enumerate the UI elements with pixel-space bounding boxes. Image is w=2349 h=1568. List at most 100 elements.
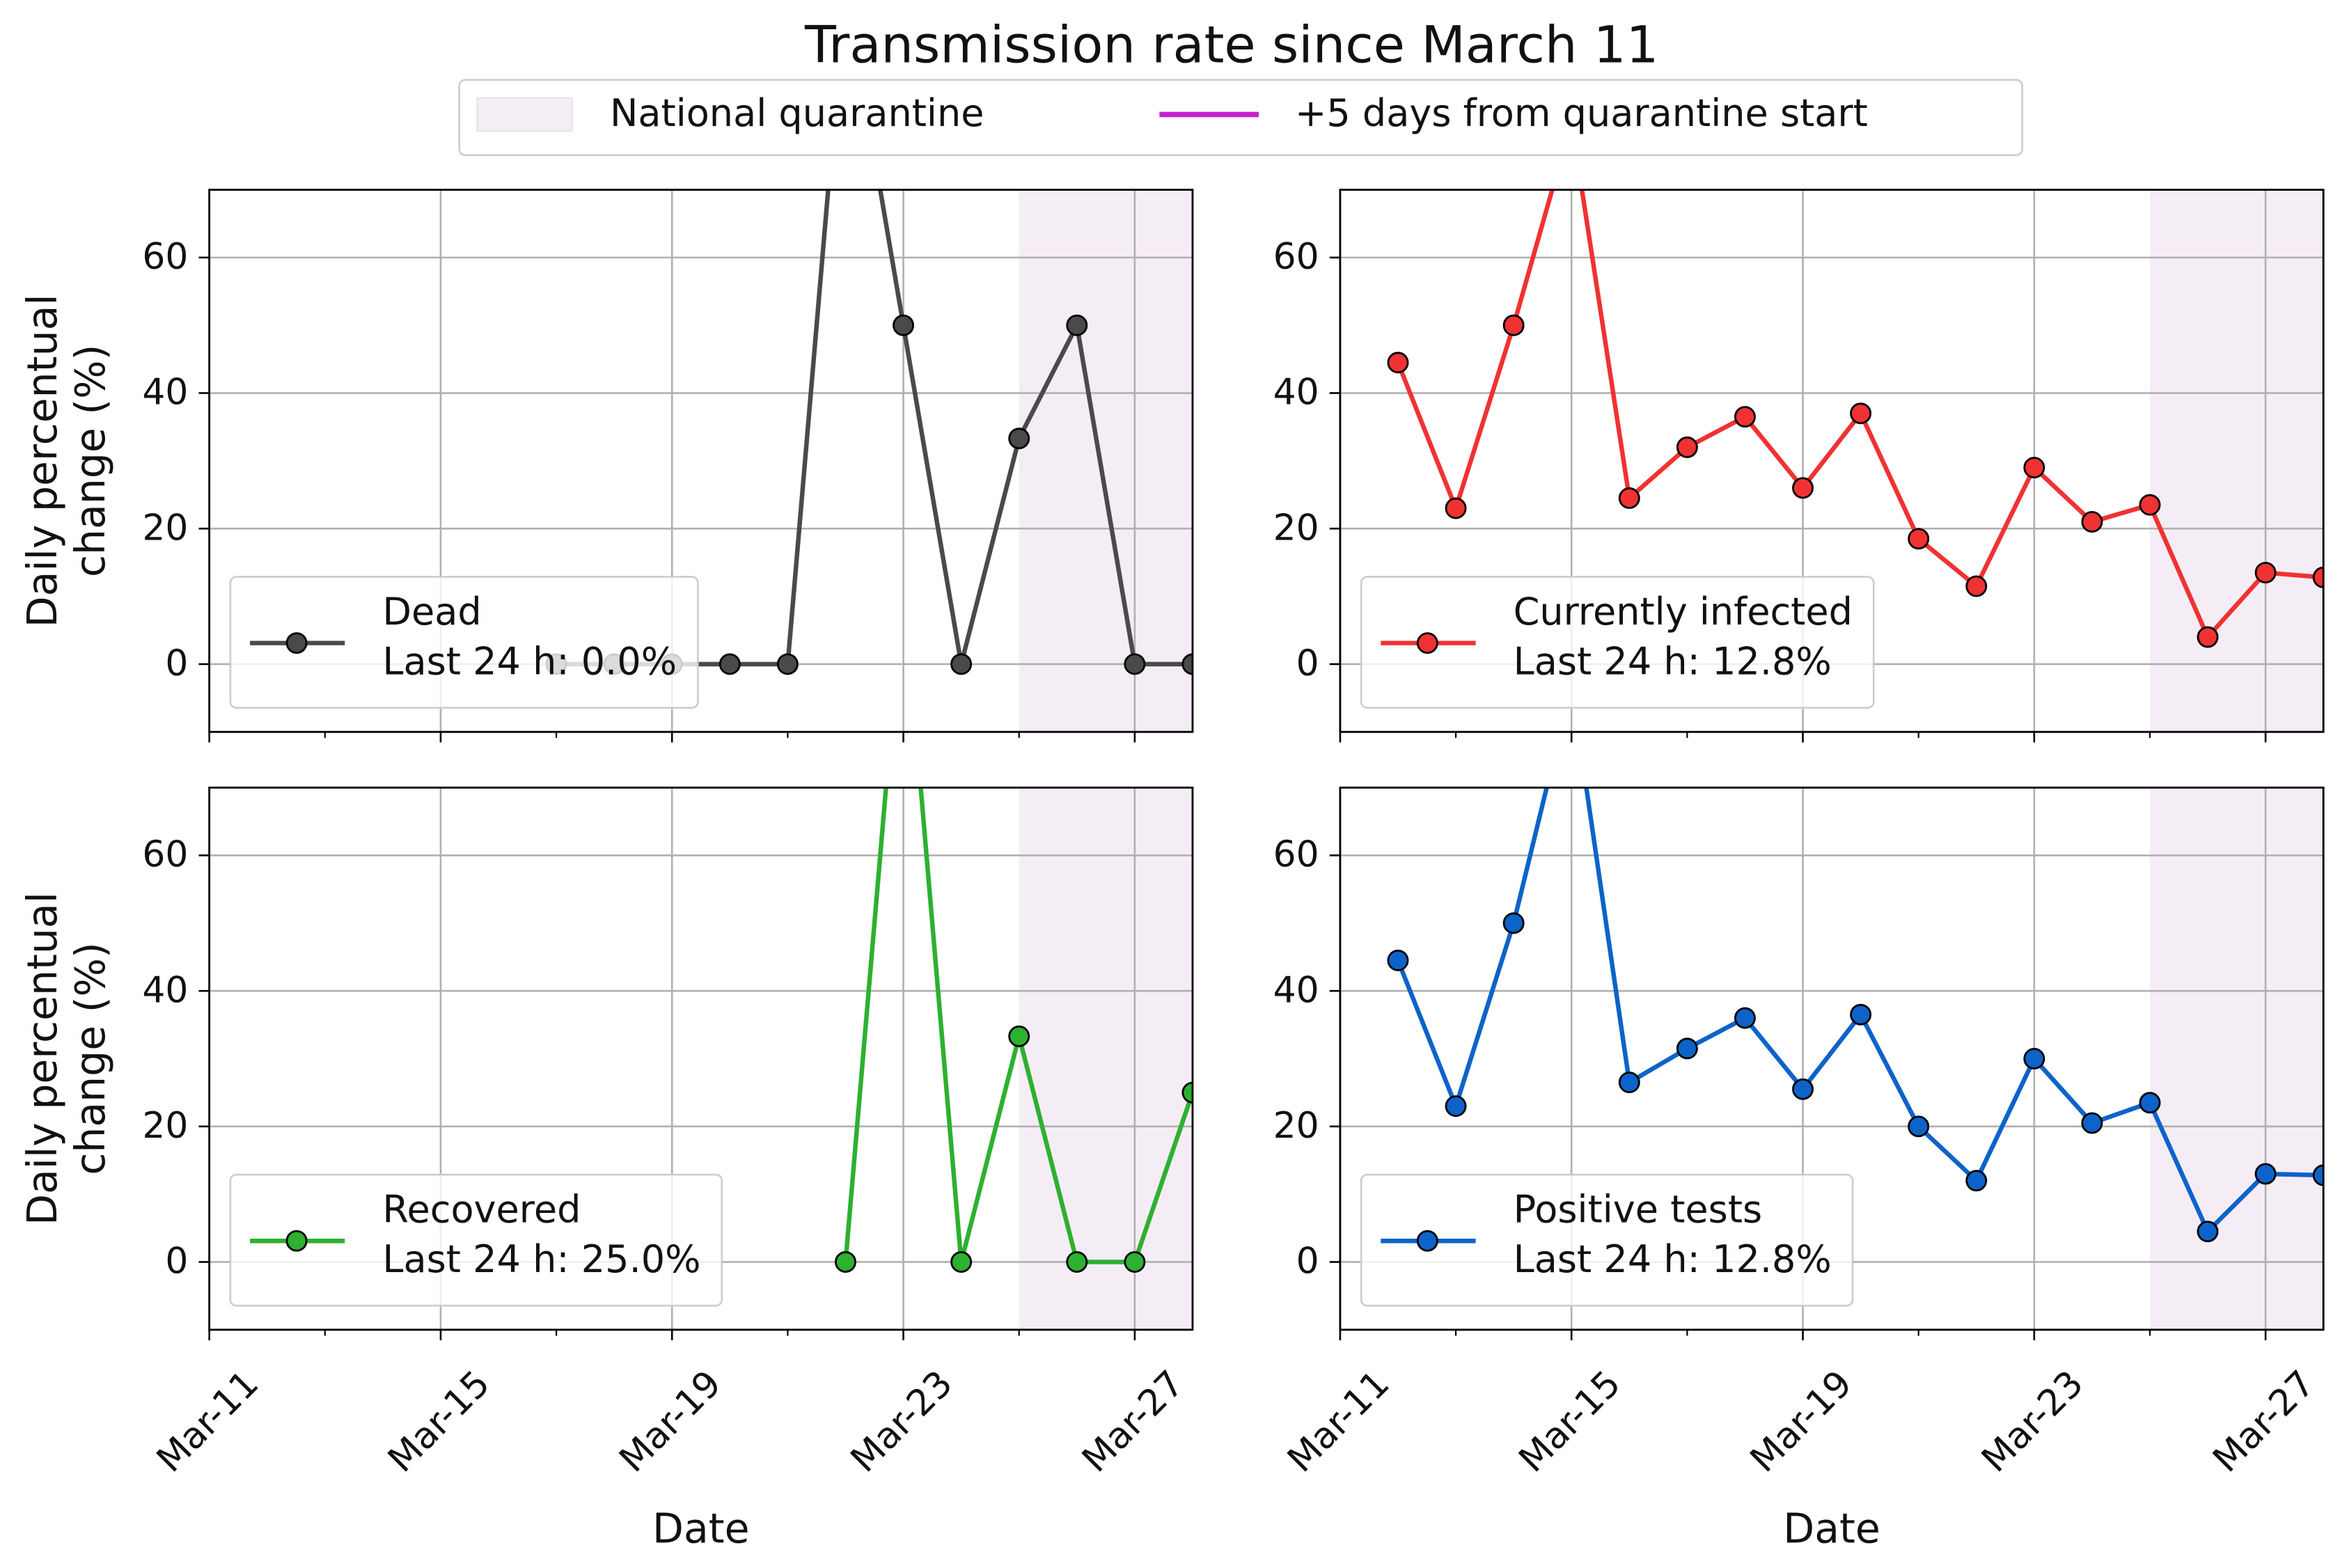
x-axis-label: Date	[1783, 1505, 1880, 1553]
legend: Dead Last 24 h: 0.0%	[229, 576, 699, 709]
data-point	[1908, 1115, 1930, 1138]
data-point	[776, 653, 799, 675]
y-axis-label: change (%)	[67, 345, 114, 577]
data-point	[1792, 477, 1814, 499]
data-point	[1066, 1251, 1088, 1273]
data-point	[1908, 528, 1930, 550]
subplot: 0 20 40 60 Currently infected Last 24 h: 12.8…	[1273, 189, 2325, 743]
legend: Currently infected Last 24 h: 12.8%	[1360, 576, 1875, 709]
quarantine-shade	[1019, 787, 1193, 1330]
legend-summary: Last 24 h: 12.8%	[1514, 1237, 1832, 1281]
series	[1387, 189, 2324, 648]
legend-marker	[285, 1230, 308, 1252]
legend-box	[1360, 1173, 1854, 1307]
data-point	[893, 314, 915, 336]
data-point	[1676, 436, 1698, 458]
legend-patch	[476, 97, 573, 132]
axes-frame	[208, 786, 1194, 1331]
data-point	[1618, 487, 1640, 509]
x-axis-label: Date	[652, 1505, 750, 1553]
data-point	[1618, 1072, 1640, 1094]
data-point	[1965, 1170, 1988, 1192]
data-point	[2197, 1221, 2219, 1243]
quarantine-shade	[1019, 189, 1193, 732]
y-tick-label: 0	[165, 1241, 188, 1283]
data-point	[1008, 428, 1030, 450]
data-point	[1734, 406, 1756, 428]
y-tick-label: 40	[142, 969, 188, 1011]
y-axis-label: change (%)	[67, 942, 114, 1175]
data-point	[2023, 1048, 2045, 1069]
data-point	[1181, 1081, 1193, 1104]
legend-summary: Last 24 h: 0.0%	[382, 639, 677, 683]
legend-summary: Last 24 h: 25.0%	[382, 1237, 700, 1281]
data-point	[718, 653, 741, 675]
data-point	[1734, 1007, 1756, 1029]
data-point	[1676, 1037, 1698, 1060]
data-point	[2081, 1112, 2103, 1134]
data-point	[2139, 1092, 2161, 1114]
data-point	[1502, 912, 1525, 934]
legend: Recovered Last 24 h: 25.0%	[229, 1173, 723, 1307]
data-point	[1850, 1003, 1872, 1026]
y-tick-label: 40	[1273, 372, 1319, 414]
figure-legend-box	[458, 79, 2023, 157]
axes-frame	[1339, 189, 2325, 733]
data-point	[2254, 1163, 2277, 1185]
y-tick-label: 60	[142, 834, 188, 876]
legend-box	[229, 1173, 723, 1307]
data-point	[2312, 1164, 2324, 1186]
data-point	[2254, 561, 2277, 583]
data-point	[1008, 1025, 1030, 1047]
data-point	[950, 653, 973, 675]
series	[1387, 787, 2324, 1243]
legend-box	[1360, 576, 1875, 709]
legend-label: +5 days from quarantine start	[1295, 91, 1868, 135]
data-point	[1387, 949, 1409, 971]
data-point	[2139, 494, 2161, 516]
data-point	[835, 1251, 856, 1273]
legend-label: Positive tests	[1514, 1188, 1763, 1232]
y-tick-label: 60	[1273, 236, 1319, 278]
legend-summary: Last 24 h: 12.8%	[1514, 639, 1832, 683]
y-tick-label: 60	[142, 236, 188, 278]
data-point	[1124, 653, 1146, 675]
legend-label: Recovered	[382, 1188, 581, 1232]
figure-title: Transmission rate since March 11	[804, 15, 1658, 75]
y-axis-label: Daily percentual	[19, 294, 66, 627]
y-axis-label: Daily percentual	[19, 892, 66, 1225]
quarantine-shade	[2149, 189, 2324, 732]
data-point	[1850, 402, 1872, 425]
data-point	[1445, 497, 1467, 519]
data-point	[1387, 352, 1409, 374]
y-tick-label: 40	[1273, 969, 1319, 1011]
quarantine-shade	[2149, 787, 2324, 1330]
legend-label: Currently infected	[1514, 590, 1853, 634]
data-point	[1445, 1095, 1467, 1118]
data-point	[2197, 626, 2219, 648]
y-tick-label: 20	[142, 1105, 188, 1147]
series	[835, 787, 1193, 1273]
y-tick-label: 20	[1273, 1105, 1319, 1147]
y-tick-label: 0	[165, 643, 188, 684]
data-point	[1792, 1078, 1814, 1100]
y-tick-label: 60	[1273, 834, 1319, 876]
y-tick-label: 40	[142, 372, 188, 414]
y-tick-label: 20	[142, 507, 188, 549]
y-tick-label: 0	[1296, 1241, 1319, 1283]
y-tick-label: 0	[1296, 643, 1319, 684]
data-point	[1502, 314, 1525, 336]
subplot: 0 20 40 60 Dead Last 24 h: 0.0% Daily percentu…	[19, 189, 1194, 743]
legend: Positive tests Last 24 h: 12.8%	[1360, 1173, 1854, 1307]
legend-label: National quarantine	[610, 91, 984, 135]
data-point	[1181, 653, 1193, 675]
legend-box	[229, 576, 699, 709]
data-point	[2023, 457, 2045, 479]
data-point	[1124, 1251, 1146, 1273]
data-point	[1965, 575, 1988, 597]
data-point	[2081, 510, 2103, 533]
